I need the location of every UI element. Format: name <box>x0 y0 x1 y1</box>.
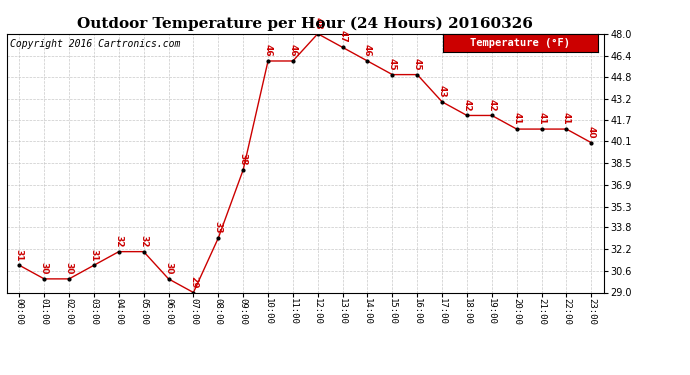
Text: 30: 30 <box>40 262 49 275</box>
Text: 29: 29 <box>189 276 198 288</box>
Text: 47: 47 <box>338 30 347 43</box>
Text: 31: 31 <box>14 249 24 261</box>
Text: 32: 32 <box>115 235 124 248</box>
Text: 41: 41 <box>562 112 571 125</box>
Text: 46: 46 <box>288 44 297 57</box>
Text: 45: 45 <box>413 58 422 70</box>
Text: 40: 40 <box>586 126 596 138</box>
Text: 33: 33 <box>214 221 223 234</box>
Text: 43: 43 <box>437 85 446 98</box>
Text: 31: 31 <box>90 249 99 261</box>
Text: 41: 41 <box>537 112 546 125</box>
Text: 42: 42 <box>487 99 496 111</box>
Text: 46: 46 <box>264 44 273 57</box>
Text: 41: 41 <box>512 112 521 125</box>
Text: 42: 42 <box>462 99 471 111</box>
Text: 38: 38 <box>239 153 248 166</box>
Text: 30: 30 <box>164 262 173 275</box>
Title: Outdoor Temperature per Hour (24 Hours) 20160326: Outdoor Temperature per Hour (24 Hours) … <box>77 17 533 31</box>
Text: 45: 45 <box>388 58 397 70</box>
Text: 32: 32 <box>139 235 148 248</box>
Text: 48: 48 <box>313 17 322 30</box>
Text: 46: 46 <box>363 44 372 57</box>
Text: Copyright 2016 Cartronics.com: Copyright 2016 Cartronics.com <box>10 39 180 49</box>
Text: 30: 30 <box>65 262 74 275</box>
